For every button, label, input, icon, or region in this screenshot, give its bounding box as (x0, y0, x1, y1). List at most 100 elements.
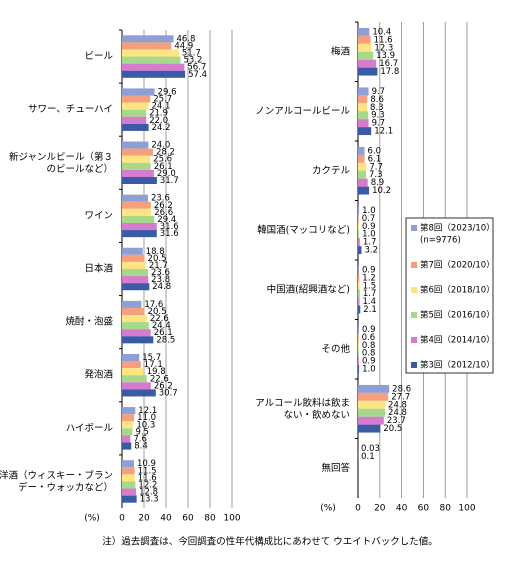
value-label: 44.9 (174, 41, 193, 51)
value-label: 1.2 (362, 273, 376, 283)
value-label: 9.5 (135, 427, 149, 437)
value-label: 57.4 (188, 70, 207, 80)
legend-swatch (411, 312, 417, 318)
value-label: 23.8 (151, 275, 170, 285)
bar (122, 435, 131, 443)
value-label: 20.5 (383, 424, 402, 434)
bar (358, 297, 360, 306)
bar (122, 63, 185, 71)
bar (358, 51, 374, 60)
bar (358, 95, 368, 104)
category-label: カクテル (312, 165, 351, 176)
bar (358, 349, 359, 358)
value-label: 24.8 (388, 400, 407, 410)
value-label: 22.6 (150, 374, 169, 384)
value-label: 0.7 (362, 214, 376, 224)
value-label: 0.6 (362, 333, 376, 343)
value-label: 28.5 (156, 335, 175, 345)
value-label: 1.0 (362, 206, 376, 216)
legend-label: 第7回（2020/10） (420, 260, 495, 271)
x-tick-label: 0 (355, 504, 361, 514)
bar (122, 70, 186, 78)
x-tick-label: 0 (119, 514, 125, 524)
category-label: 洋酒（ウィスキー・ブランデー・ウォッカなど） (0, 469, 113, 493)
value-label: 0.9 (362, 265, 376, 275)
bar (122, 141, 149, 149)
category-label: ハイボール (66, 423, 114, 434)
value-label: 46.8 (176, 34, 195, 44)
bar (358, 67, 378, 76)
bar (358, 392, 389, 401)
value-label: 7.6 (133, 434, 147, 444)
value-label: 22.0 (149, 116, 168, 126)
bar (358, 43, 372, 52)
value-label: 1.7 (363, 289, 377, 299)
bar (122, 102, 149, 110)
category-label: 発泡酒 (84, 369, 113, 381)
bar (358, 325, 359, 334)
x-tick-label: 40 (160, 514, 172, 524)
category-label: 日本酒 (84, 263, 113, 275)
value-label: 24.1 (152, 102, 171, 112)
value-label: 8.3 (370, 103, 384, 113)
bar (358, 103, 368, 112)
bar (122, 488, 137, 496)
x-tick-label: 40 (396, 504, 408, 514)
value-label: 10.2 (372, 186, 391, 196)
bar (122, 95, 151, 103)
value-label: 0.1 (361, 452, 375, 462)
bar (122, 307, 145, 316)
x-tick-label: 20 (374, 504, 386, 514)
bar (122, 375, 147, 383)
legend-label: 第3回（2012/10） (420, 360, 495, 371)
bar (122, 442, 132, 450)
bar (122, 222, 157, 231)
value-label: 3.2 (364, 246, 378, 256)
category-label: ビール (84, 51, 113, 62)
bar (358, 281, 360, 290)
bar (122, 56, 181, 64)
value-label: 10.3 (136, 420, 155, 430)
legend-label: 第8回（2023/10） (420, 223, 495, 234)
value-label: 6.0 (368, 146, 382, 156)
x-tick-label: 100 (458, 504, 475, 514)
value-label: 0.9 (362, 222, 376, 232)
bar (358, 333, 359, 342)
bar (122, 42, 172, 50)
bar (122, 247, 143, 255)
x-axis-label: (%) (320, 504, 336, 514)
bar (122, 474, 135, 482)
value-label: 31.7 (160, 176, 179, 186)
value-label: 26.2 (154, 201, 173, 211)
legend-swatch (411, 287, 417, 293)
bar (122, 176, 157, 185)
value-label: 31.6 (160, 229, 179, 239)
value-label: 27.7 (391, 392, 410, 402)
bar (122, 194, 148, 202)
x-tick-label: 80 (204, 514, 216, 524)
bar (358, 265, 359, 274)
legend-label: 第4回（2014/10） (420, 335, 495, 346)
bar (122, 109, 147, 117)
x-tick-label: 60 (418, 504, 430, 514)
bar (122, 169, 154, 177)
bar (122, 368, 144, 376)
x-axis-label: (%) (84, 514, 100, 524)
value-label: 7.7 (369, 162, 383, 172)
value-label: 24.8 (152, 282, 171, 292)
bar (358, 178, 368, 187)
value-label: 20.5 (148, 307, 167, 317)
bar (358, 357, 359, 366)
bar (358, 305, 361, 314)
bar (358, 170, 366, 179)
bar (358, 154, 365, 163)
bar (122, 254, 145, 262)
bar (122, 336, 154, 344)
value-label: 0.9 (362, 325, 376, 335)
value-label: 1.4 (363, 297, 377, 307)
value-label: 53.2 (184, 56, 203, 66)
value-label: 24.8 (388, 408, 407, 418)
category-label: ノンアルコールビール (255, 106, 350, 117)
x-tick-label: 60 (182, 514, 194, 524)
bar (358, 416, 384, 425)
